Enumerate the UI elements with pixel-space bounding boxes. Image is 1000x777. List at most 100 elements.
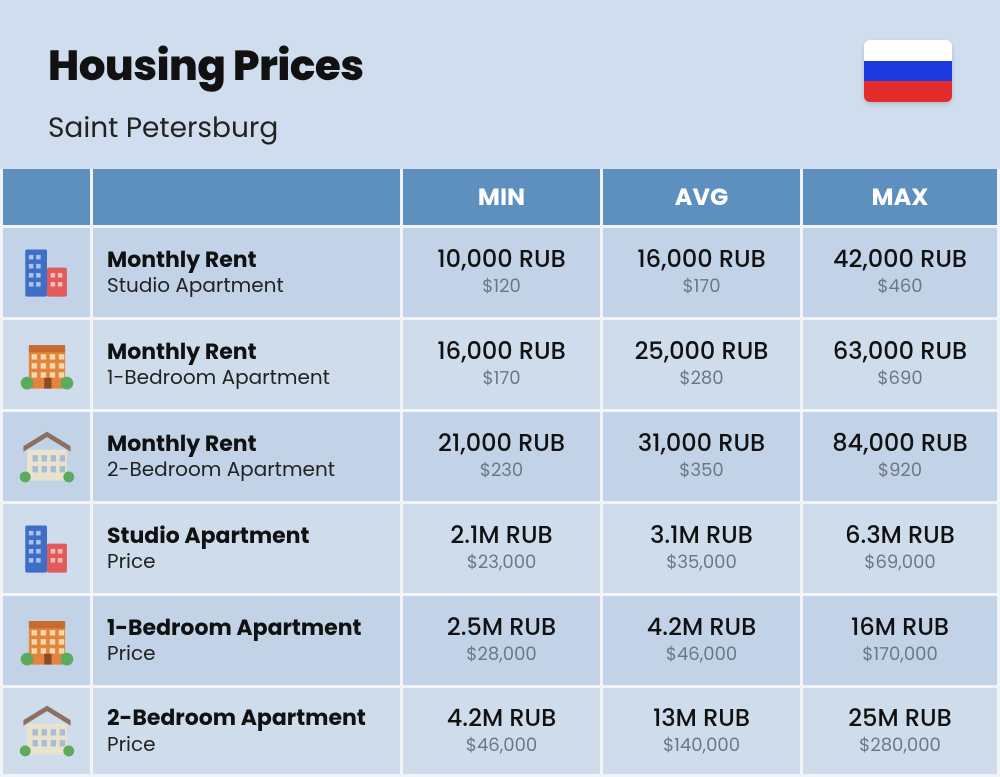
min-value: 2.5M RUB <box>403 614 600 643</box>
flag-stripe <box>864 40 952 61</box>
max-value: 16M RUB <box>803 614 997 643</box>
row-icon-cell <box>0 409 90 501</box>
col-header-icon <box>0 169 90 225</box>
max-cell: 25M RUB $280,000 <box>800 685 1000 777</box>
min-value: 16,000 RUB <box>403 338 600 367</box>
page-subtitle: Saint Petersburg <box>48 107 364 149</box>
col-header-label <box>90 169 400 225</box>
col-header-avg: AVG <box>600 169 800 225</box>
max-value-usd: $460 <box>803 275 997 298</box>
title-block: Housing Prices Saint Petersburg <box>48 34 364 149</box>
min-value: 10,000 RUB <box>403 246 600 275</box>
avg-cell: 4.2M RUB $46,000 <box>600 593 800 685</box>
row-title: Studio Apartment <box>107 523 400 549</box>
table-row: Studio Apartment Price 2.1M RUB $23,000 … <box>0 501 1000 593</box>
max-cell: 6.3M RUB $69,000 <box>800 501 1000 593</box>
row-subtitle: 1-Bedroom Apartment <box>107 365 400 390</box>
min-cell: 21,000 RUB $230 <box>400 409 600 501</box>
min-value-usd: $28,000 <box>403 643 600 666</box>
table-row: Monthly Rent 2-Bedroom Apartment 21,000 … <box>0 409 1000 501</box>
building-icon <box>3 412 90 501</box>
prices-table: MIN AVG MAX Monthly Rent Studio Apartmen… <box>0 169 1000 777</box>
table-row: Monthly Rent 1-Bedroom Apartment 16,000 … <box>0 317 1000 409</box>
row-subtitle: Price <box>107 549 400 574</box>
avg-cell: 3.1M RUB $35,000 <box>600 501 800 593</box>
page-title: Housing Prices <box>48 34 364 97</box>
flag-stripe <box>864 81 952 102</box>
row-icon-cell <box>0 225 90 317</box>
row-icon-cell <box>0 593 90 685</box>
max-cell: 84,000 RUB $920 <box>800 409 1000 501</box>
min-cell: 4.2M RUB $46,000 <box>400 685 600 777</box>
row-subtitle: Price <box>107 641 400 666</box>
building-icon <box>3 688 90 774</box>
avg-value-usd: $35,000 <box>603 551 800 574</box>
building-icon <box>3 504 90 593</box>
building-icon <box>3 596 90 685</box>
row-title: 1-Bedroom Apartment <box>107 615 400 641</box>
row-label-cell: Monthly Rent 1-Bedroom Apartment <box>90 317 400 409</box>
russia-flag-icon <box>864 40 952 102</box>
max-value-usd: $170,000 <box>803 643 997 666</box>
row-label-cell: Monthly Rent 2-Bedroom Apartment <box>90 409 400 501</box>
min-value-usd: $23,000 <box>403 551 600 574</box>
max-value-usd: $920 <box>803 459 997 482</box>
min-cell: 2.1M RUB $23,000 <box>400 501 600 593</box>
flag-stripe <box>864 61 952 82</box>
row-title: 2-Bedroom Apartment <box>107 705 400 731</box>
table-row: 1-Bedroom Apartment Price 2.5M RUB $28,0… <box>0 593 1000 685</box>
row-subtitle: Studio Apartment <box>107 273 400 298</box>
max-value-usd: $280,000 <box>803 734 997 757</box>
min-cell: 10,000 RUB $120 <box>400 225 600 317</box>
min-value-usd: $230 <box>403 459 600 482</box>
row-title: Monthly Rent <box>107 431 400 457</box>
min-value-usd: $170 <box>403 367 600 390</box>
row-label-cell: 2-Bedroom Apartment Price <box>90 685 400 777</box>
row-icon-cell <box>0 501 90 593</box>
max-value: 63,000 RUB <box>803 338 997 367</box>
row-label-cell: Studio Apartment Price <box>90 501 400 593</box>
avg-value: 13M RUB <box>603 705 800 734</box>
avg-value: 25,000 RUB <box>603 338 800 367</box>
min-value-usd: $46,000 <box>403 734 600 757</box>
avg-value-usd: $140,000 <box>603 734 800 757</box>
max-value: 6.3M RUB <box>803 522 997 551</box>
avg-value: 31,000 RUB <box>603 430 800 459</box>
row-label-cell: 1-Bedroom Apartment Price <box>90 593 400 685</box>
max-value-usd: $690 <box>803 367 997 390</box>
avg-value: 4.2M RUB <box>603 614 800 643</box>
avg-value-usd: $170 <box>603 275 800 298</box>
col-header-max: MAX <box>800 169 1000 225</box>
row-subtitle: 2-Bedroom Apartment <box>107 457 400 482</box>
max-value: 42,000 RUB <box>803 246 997 275</box>
row-label-cell: Monthly Rent Studio Apartment <box>90 225 400 317</box>
col-header-min: MIN <box>400 169 600 225</box>
avg-value-usd: $350 <box>603 459 800 482</box>
max-cell: 16M RUB $170,000 <box>800 593 1000 685</box>
min-cell: 16,000 RUB $170 <box>400 317 600 409</box>
row-title: Monthly Rent <box>107 247 400 273</box>
avg-value-usd: $46,000 <box>603 643 800 666</box>
row-title: Monthly Rent <box>107 339 400 365</box>
table-row: Monthly Rent Studio Apartment 10,000 RUB… <box>0 225 1000 317</box>
min-value: 4.2M RUB <box>403 705 600 734</box>
min-value-usd: $120 <box>403 275 600 298</box>
max-cell: 42,000 RUB $460 <box>800 225 1000 317</box>
min-cell: 2.5M RUB $28,000 <box>400 593 600 685</box>
row-icon-cell <box>0 317 90 409</box>
housing-prices-card: Housing Prices Saint Petersburg MIN AVG … <box>0 0 1000 776</box>
avg-cell: 16,000 RUB $170 <box>600 225 800 317</box>
avg-value: 3.1M RUB <box>603 522 800 551</box>
min-value: 21,000 RUB <box>403 430 600 459</box>
avg-cell: 13M RUB $140,000 <box>600 685 800 777</box>
max-value: 25M RUB <box>803 705 997 734</box>
max-value-usd: $69,000 <box>803 551 997 574</box>
avg-value-usd: $280 <box>603 367 800 390</box>
table-header-row: MIN AVG MAX <box>0 169 1000 225</box>
max-cell: 63,000 RUB $690 <box>800 317 1000 409</box>
avg-value: 16,000 RUB <box>603 246 800 275</box>
row-icon-cell <box>0 685 90 777</box>
table-row: 2-Bedroom Apartment Price 4.2M RUB $46,0… <box>0 685 1000 777</box>
avg-cell: 31,000 RUB $350 <box>600 409 800 501</box>
max-value: 84,000 RUB <box>803 430 997 459</box>
